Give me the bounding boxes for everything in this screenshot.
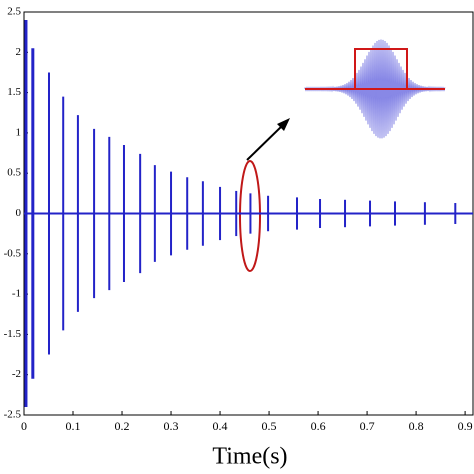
y-tick-label: -1 <box>12 288 21 300</box>
x-tick-label: 0.9 <box>458 419 473 433</box>
x-tick-label: 0.2 <box>115 419 130 433</box>
y-tick-label: -1.5 <box>4 328 22 340</box>
y-tick-label: 0 <box>16 207 22 219</box>
x-tick-label: 0.5 <box>262 419 277 433</box>
x-tick-label: 0.3 <box>164 419 179 433</box>
x-tick-label: 0.1 <box>66 419 81 433</box>
arrow-head <box>277 118 290 131</box>
x-tick-label: 0.6 <box>311 419 326 433</box>
y-tick-label: 1.5 <box>7 86 21 98</box>
x-tick-label: 0 <box>21 419 27 433</box>
x-tick-label: 0.4 <box>213 419 228 433</box>
highlight-ellipse <box>239 160 261 272</box>
y-tick-label: -0.5 <box>4 247 22 259</box>
arrow <box>246 123 285 161</box>
y-tick-label: 2.5 <box>7 6 21 18</box>
y-tick-label: 1 <box>16 126 22 138</box>
y-tick-label: 2 <box>16 46 22 58</box>
x-tick-label: 0.8 <box>409 419 424 433</box>
x-axis-label: Time(s) <box>212 444 287 470</box>
y-tick-label: -2 <box>12 368 21 380</box>
y-tick-label: -2.5 <box>4 409 22 421</box>
y-tick-label: 0.5 <box>7 167 21 179</box>
x-tick-label: 0.7 <box>360 419 375 433</box>
inset-window <box>354 48 408 90</box>
